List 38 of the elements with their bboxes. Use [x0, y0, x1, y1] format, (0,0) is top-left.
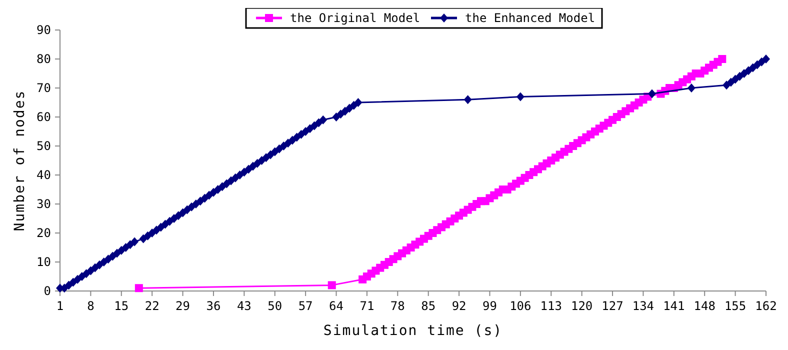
x-tick-label: 162 [755, 299, 777, 313]
x-tick-label: 92 [452, 299, 466, 313]
y-tick-label: 90 [36, 23, 51, 38]
x-tick-label: 127 [602, 299, 624, 313]
y-axis-title: Number of nodes [12, 90, 28, 232]
x-tick-label: 50 [268, 299, 282, 313]
x-tick-label: 29 [176, 299, 190, 313]
x-tick-label: 1 [56, 299, 64, 313]
x-tick-label: 15 [114, 299, 129, 313]
x-tick-label: 148 [694, 299, 716, 313]
x-tick-label: 120 [570, 299, 593, 313]
y-tick-label: 80 [36, 52, 51, 66]
y-tick-label: 0 [44, 284, 51, 298]
x-tick-label: 99 [482, 299, 497, 313]
x-tick-label: 64 [329, 299, 344, 313]
y-tick-label: 40 [36, 168, 51, 182]
x-tick-label: 71 [360, 299, 374, 313]
x-tick-label: 78 [390, 299, 405, 313]
legend-label: the Original Model [290, 11, 420, 26]
x-tick-label: 8 [87, 299, 94, 313]
legend-label: the Enhanced Model [465, 11, 596, 26]
x-tick-label: 134 [632, 299, 654, 313]
x-axis-title: Simulation time (s) [323, 323, 503, 339]
x-tick-label: 106 [510, 299, 532, 313]
x-tick-label: 22 [144, 299, 160, 313]
x-tick-label: 85 [421, 299, 436, 313]
y-tick-label: 70 [36, 81, 51, 96]
y-tick-label: 10 [36, 255, 51, 270]
y-tick-label: 20 [36, 226, 51, 240]
y-tick-label: 60 [36, 110, 51, 124]
x-tick-label: 43 [236, 299, 252, 313]
y-tick-label: 50 [36, 139, 51, 154]
x-tick-label: 113 [540, 299, 562, 313]
x-tick-label: 57 [298, 299, 313, 313]
x-tick-label: 36 [206, 299, 221, 313]
y-tick-label: 30 [36, 197, 51, 212]
x-tick-label: 141 [663, 299, 685, 313]
x-tick-label: 155 [724, 299, 746, 313]
